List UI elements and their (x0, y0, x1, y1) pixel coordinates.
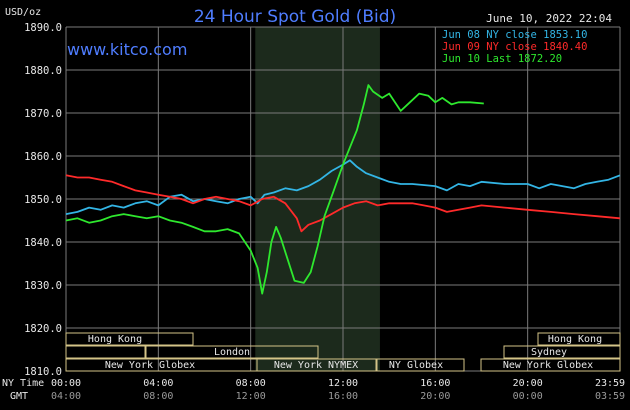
market-label-sydney: Sydney (531, 347, 567, 358)
legend-entry-jun10: Jun 10 Last 1872.20 (442, 53, 562, 65)
market-box-hongkong (65, 332, 194, 346)
market-box-ny-globex-late (480, 358, 621, 372)
series-line-jun08 (65, 159, 621, 215)
y-tick-label: 1840.0 (24, 237, 62, 249)
market-label-ny-globex-late: New York Globex (503, 360, 593, 371)
market-box-london (145, 345, 319, 359)
market-label-ny-nymex: New York NYMEX (274, 360, 358, 371)
y-axis-unit: USD/oz (5, 7, 41, 18)
series-line-jun10 (65, 84, 484, 295)
legend-entry-jun08: Jun 08 NY close 1853.10 (442, 29, 587, 41)
x-tick-label-ny: 16:00 (420, 378, 450, 389)
x-axis-ny-label: NY Time (2, 378, 44, 389)
market-label-ny-globex-pm: NY Globex (389, 360, 443, 371)
y-tick-label: 1880.0 (24, 65, 62, 77)
x-tick-label-ny: 00:00 (51, 378, 81, 389)
x-tick-label-ny: 23:59 (595, 378, 625, 389)
x-tick-label-ny: 08:00 (236, 378, 266, 389)
market-label-london: London (214, 347, 250, 358)
x-axis-gmt-label: GMT (10, 391, 28, 402)
market-box-ny-globex-pm (376, 358, 465, 372)
x-tick-label-gmt: 16:00 (328, 391, 358, 402)
x-axis-ticks: 00:00 04:00 04:00 08:00 08:00 12:00 12:00 16:00… (51, 378, 625, 402)
x-tick-label-gmt: 20:00 (420, 391, 450, 402)
x-tick-label-ny: 20:00 (513, 378, 543, 389)
series-line-jun09 (65, 174, 621, 233)
market-box-hongkong-late (537, 332, 621, 346)
legend: Jun 08 NY close 1853.10 Jun 09 NY close … (442, 29, 587, 65)
market-box-sydney (503, 345, 621, 359)
x-tick-label-ny: 12:00 (328, 378, 358, 389)
x-tick-label-gmt: 12:00 (236, 391, 266, 402)
x-tick-label-gmt: 03:59 (595, 391, 625, 402)
x-tick-label-gmt: 04:00 (51, 391, 81, 402)
y-tick-label: 1810.0 (24, 366, 62, 378)
y-tick-label: 1890.0 (24, 22, 62, 34)
market-box-sydney-early (65, 345, 146, 359)
x-axis: NY Time GMT 00:00 04:00 04:00 08:00 08:00 12:… (2, 378, 625, 402)
chart-title: 24 Hour Spot Gold (Bid) (194, 7, 396, 27)
market-label-ny-globex: New York Globex (105, 360, 195, 371)
chart-timestamp: June 10, 2022 22:04 (486, 12, 612, 25)
legend-entry-jun09: Jun 09 NY close 1840.40 (442, 41, 587, 53)
y-tick-label: 1850.0 (24, 194, 62, 206)
y-tick-label: 1820.0 (24, 323, 62, 335)
grid-lines (65, 26, 621, 372)
website-label: www.kitco.com (67, 40, 187, 59)
market-box-ny-nymex (256, 358, 377, 372)
market-label-hongkong-late: Hong Kong (548, 334, 602, 345)
y-tick-label: 1870.0 (24, 108, 62, 120)
market-sessions: Hong Kong Hong Kong London Sydney New Yo… (65, 332, 621, 372)
y-axis-ticks: 1810.0 1820.0 1830.0 1840.0 1850.0 1860.0 1870… (24, 22, 62, 378)
x-tick-label-ny: 04:00 (143, 378, 173, 389)
series-lines (65, 84, 621, 295)
x-tick-label-gmt: 00:00 (513, 391, 543, 402)
y-tick-label: 1860.0 (24, 151, 62, 163)
x-tick-label-gmt: 08:00 (143, 391, 173, 402)
market-label-hongkong: Hong Kong (88, 334, 142, 345)
y-tick-label: 1830.0 (24, 280, 62, 292)
